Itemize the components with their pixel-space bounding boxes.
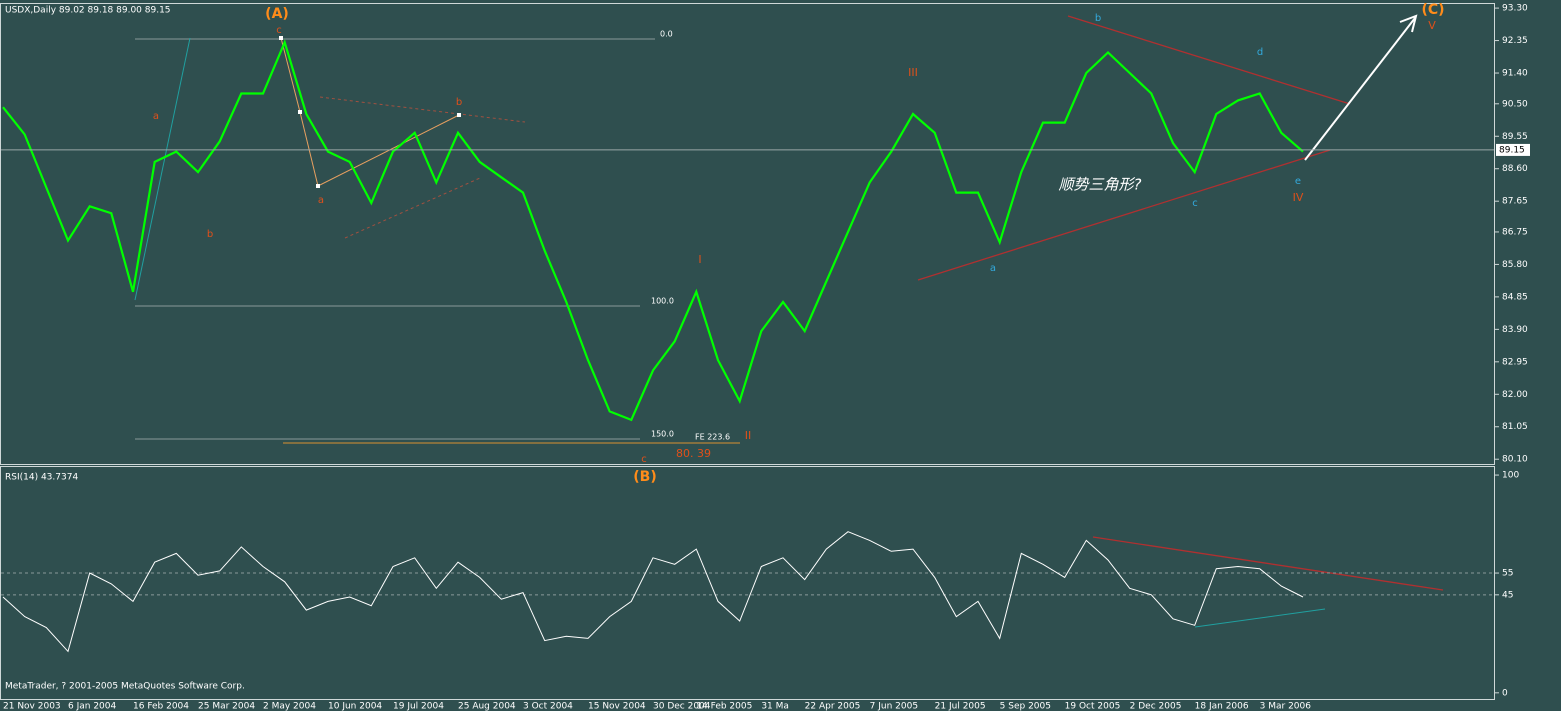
- annotation: a: [153, 111, 159, 122]
- triangle-line: [1067, 15, 1351, 105]
- rsi-line: [2, 531, 1304, 653]
- annotation: 100.0: [651, 297, 674, 306]
- annotation: FE 223.6: [695, 433, 730, 442]
- y-tick-label: 90.50: [1502, 99, 1528, 109]
- y-tick-label: 0: [1502, 688, 1508, 698]
- last-price-box: [1496, 143, 1530, 156]
- x-tick-label: 2 May 2004: [263, 702, 316, 711]
- point: [316, 184, 320, 188]
- y-tick-label: 82.95: [1502, 357, 1528, 367]
- x-tick-label: 15 Nov 2004: [588, 702, 646, 711]
- x-tick-label: 3 Mar 2006: [1260, 702, 1312, 711]
- annotation: 顺势三角形?: [1059, 176, 1142, 194]
- channel-line: [344, 177, 481, 239]
- annotation: (A): [265, 6, 289, 22]
- annotation: b: [456, 97, 462, 108]
- channel-line: [319, 96, 526, 123]
- y-tick-label: 87.65: [1502, 197, 1528, 207]
- annotation: a: [990, 263, 996, 274]
- footer: MetaTrader, ? 2001-2005 MetaQuotes Softw…: [5, 682, 245, 692]
- annotation: III: [908, 66, 918, 79]
- y-tick-label: 83.90: [1502, 325, 1528, 335]
- wave-points: [279, 36, 461, 188]
- x-tick-label: 3 Oct 2004: [523, 702, 573, 711]
- rsi-title: RSI(14) 43.7374: [5, 473, 78, 483]
- x-tick-label: 31 Ma: [761, 702, 789, 711]
- annotation: e: [1295, 176, 1301, 187]
- x-tick-label: 22 Apr 2005: [805, 702, 861, 711]
- price-line: [2, 39, 1304, 422]
- y-tick-label: 91.40: [1502, 69, 1528, 79]
- annotation: 80. 39: [676, 447, 711, 460]
- y-tick-label: 80.10: [1502, 455, 1528, 465]
- x-tick-label: 2 Dec 2005: [1130, 702, 1182, 711]
- annotation: c: [1192, 198, 1198, 209]
- point: [279, 36, 283, 40]
- annotation: a: [318, 195, 324, 206]
- x-tick-label: 7 Jun 2005: [870, 702, 918, 711]
- rsi-trend-line: [1092, 536, 1444, 591]
- annotation: 150.0: [651, 430, 674, 439]
- y-tick-label: 88.60: [1502, 164, 1528, 174]
- rsi-panel: [0, 466, 1495, 700]
- annotation: IV: [1293, 191, 1304, 204]
- y-tick-label: 84.85: [1502, 292, 1528, 302]
- x-tick-label: 25 Mar 2004: [198, 702, 255, 711]
- x-tick-label: 21 Jul 2005: [935, 702, 986, 711]
- y-tick-label: 93.30: [1502, 4, 1528, 14]
- point: [457, 113, 461, 117]
- triangle-line: [917, 149, 1331, 281]
- x-tick-label: 5 Sep 2005: [1000, 702, 1051, 711]
- annotation: I: [698, 253, 701, 266]
- trend-line: [134, 37, 191, 301]
- y-tick-label: 100: [1502, 471, 1519, 481]
- annotation: c: [276, 25, 282, 36]
- price-panel: [0, 3, 1495, 465]
- annotation: c: [641, 454, 647, 465]
- x-tick-label: 30 Dec 2004: [653, 702, 711, 711]
- y-tick-label: 85.80: [1502, 260, 1528, 270]
- x-tick-label: 10 Jun 2004: [328, 702, 382, 711]
- x-tick-label: 16 Feb 2004: [133, 702, 189, 711]
- annotation: d: [1257, 47, 1263, 58]
- y-tick-label: 92.35: [1502, 36, 1528, 46]
- annotation: b: [1095, 13, 1101, 24]
- y-tick-label: 89.55: [1502, 132, 1528, 142]
- x-tick-label: 19 Oct 2005: [1065, 702, 1121, 711]
- annotation: V: [1428, 19, 1436, 32]
- rsi-trend-line: [1194, 608, 1326, 628]
- y-tick-label: 86.75: [1502, 227, 1528, 237]
- x-tick-label: 18 Jan 2006: [1195, 702, 1249, 711]
- annotation: (B): [633, 469, 656, 485]
- y-tick-label: 82.00: [1502, 390, 1528, 400]
- price-title: USDX,Daily 89.02 89.18 89.00 89.15: [5, 6, 171, 16]
- last-price-label: 89.15: [1499, 145, 1525, 155]
- annotation: II: [745, 429, 752, 442]
- x-tick-label: 25 Aug 2004: [458, 702, 516, 711]
- annotation: (C): [1421, 2, 1444, 18]
- x-tick-label: 14 Feb 2005: [696, 702, 752, 711]
- wave-line: [280, 37, 460, 187]
- annotation: 0.0: [660, 30, 673, 39]
- arrow-head: [1399, 14, 1418, 33]
- point: [298, 110, 302, 114]
- x-tick-label: 21 Nov 2003: [3, 702, 61, 711]
- x-tick-label: 6 Jan 2004: [68, 702, 116, 711]
- y-tick-label: 45: [1502, 590, 1513, 600]
- arrow: [1304, 17, 1416, 161]
- y-tick-label: 55: [1502, 569, 1513, 579]
- drawings: [134, 14, 1444, 628]
- x-tick-label: 19 Jul 2004: [393, 702, 444, 711]
- y-tick-label: 81.05: [1502, 422, 1528, 432]
- annotation: b: [207, 229, 213, 240]
